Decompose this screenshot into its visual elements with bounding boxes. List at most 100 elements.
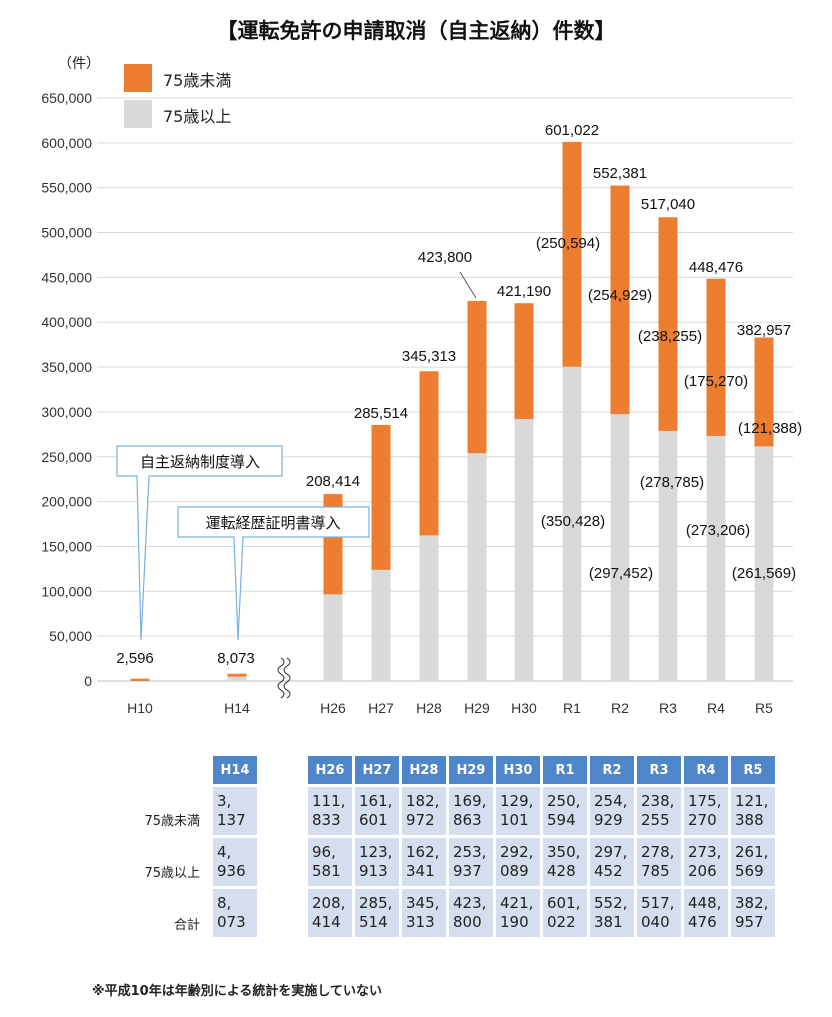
table-cell: 129, 101 — [496, 787, 540, 835]
data-label-over75: (278,785) — [640, 474, 704, 491]
x-tick-label: H14 — [224, 700, 250, 716]
table-header-h30: H30 — [496, 756, 540, 784]
table-cell: 292, 089 — [496, 838, 540, 886]
legend-swatch-under75 — [124, 64, 152, 92]
table-header-h26: H26 — [308, 756, 352, 784]
table-header-h28: H28 — [402, 756, 446, 784]
callout-label-keireki-shomei: 運転経歴証明書導入 — [205, 514, 340, 532]
y-tick-label: 350,000 — [41, 359, 92, 375]
y-tick-label: 200,000 — [41, 494, 92, 510]
table-header-r3: R3 — [637, 756, 681, 784]
table-row: 111, 833 161, 601 182, 972 169, 863 129, 101… — [308, 787, 775, 835]
table-cell: 448, 476 — [684, 889, 728, 937]
table-row-label-under75: 75歳未満 — [144, 814, 200, 829]
table-cell: 4, 936 — [213, 838, 257, 886]
table-row: 96, 581 123, 913 162, 341 253, 937 292, 089 3… — [308, 838, 775, 886]
y-tick-label: 0 — [84, 673, 92, 689]
y-axis-unit-label: （件） — [58, 56, 100, 72]
x-tick-label: R4 — [707, 700, 725, 716]
y-tick-label: 450,000 — [41, 269, 92, 285]
data-label-under75: (250,594) — [536, 235, 600, 252]
leader-line — [459, 271, 477, 299]
bar-under-75 — [130, 678, 150, 681]
bar-under-75 — [754, 337, 774, 447]
bar-under-75 — [419, 371, 439, 536]
chart-title: 【運転免許の申請取消（自主返納）件数】 — [217, 19, 616, 43]
bar-under-75 — [227, 673, 247, 677]
bar-chart: 【運転免許の申請取消（自主返納）件数】 （件） 0 50,000 100,000 150,… — [41, 19, 802, 716]
data-label-under75: (254,929) — [588, 287, 652, 304]
table-cell: 382, 957 — [731, 889, 775, 937]
table-cell: 297, 452 — [590, 838, 634, 886]
table-row: 208, 414 285, 514 345, 313 423, 800 421, 190… — [308, 889, 775, 937]
table-header-r4: R4 — [684, 756, 728, 784]
table-cell: 421, 190 — [496, 889, 540, 937]
x-tick-label: H30 — [511, 700, 537, 716]
bar-75-and-over — [323, 594, 343, 681]
data-table-main: H26 H27 H28 H29 H30 R1 R2 R3 R4 R5 111, 833 161, 6… — [305, 753, 778, 940]
table-cell: 161, 601 — [355, 787, 399, 835]
data-label-total: 423,800 — [418, 249, 472, 266]
data-label-total: 382,957 — [737, 322, 791, 339]
table-cell: 517, 040 — [637, 889, 681, 937]
legend-swatch-over75 — [124, 100, 152, 128]
y-tick-label: 150,000 — [41, 538, 92, 554]
table-header-h14: H14 — [213, 756, 257, 784]
table-cell: 8, 073 — [213, 889, 257, 937]
table-header-h29: H29 — [449, 756, 493, 784]
y-tick-label: 400,000 — [41, 314, 92, 330]
bar-75-and-over — [562, 366, 582, 681]
table-header-row: H26 H27 H28 H29 H30 R1 R2 R3 R4 R5 — [308, 756, 775, 784]
bar-75-and-over — [227, 676, 247, 681]
table-cell: 111, 833 — [308, 787, 352, 835]
table-cell: 169, 863 — [449, 787, 493, 835]
table-cell: 253, 937 — [449, 838, 493, 886]
data-label-total: 601,022 — [545, 122, 599, 139]
table-row-label-over75: 75歳以上 — [144, 866, 200, 881]
data-label-under75: (238,255) — [638, 328, 702, 345]
table-cell: 96, 581 — [308, 838, 352, 886]
bar-75-and-over — [754, 446, 774, 681]
bar-75-and-over — [467, 453, 487, 681]
data-label-total: 421,190 — [497, 283, 551, 300]
table-cell: 278, 785 — [637, 838, 681, 886]
data-label-over75: (350,428) — [541, 513, 605, 530]
table-cell: 208, 414 — [308, 889, 352, 937]
data-label-under75: (121,388) — [738, 420, 802, 437]
table-cell: 285, 514 — [355, 889, 399, 937]
y-tick-label: 100,000 — [41, 583, 92, 599]
x-tick-label: H29 — [464, 700, 490, 716]
data-label-under75: (175,270) — [684, 373, 748, 390]
data-label-total: 8,073 — [217, 650, 255, 667]
bar-75-and-over — [371, 569, 391, 681]
bar-under-75 — [371, 424, 391, 570]
table-header-r1: R1 — [543, 756, 587, 784]
x-tick-label: H27 — [368, 700, 394, 716]
y-tick-label: 300,000 — [41, 404, 92, 420]
bar-under-75 — [658, 217, 678, 431]
table-row-label-total: 合計 — [173, 918, 200, 933]
table-header-r2: R2 — [590, 756, 634, 784]
data-label-over75: (261,569) — [732, 565, 796, 582]
y-tick-label: 550,000 — [41, 180, 92, 196]
y-tick-label: 600,000 — [41, 135, 92, 151]
data-label-total: 208,414 — [306, 473, 360, 490]
x-tick-label: H10 — [127, 700, 153, 716]
x-tick-label: R1 — [563, 700, 581, 716]
callout-box-jishu-henno — [116, 445, 283, 641]
table-cell: 261, 569 — [731, 838, 775, 886]
bar-75-and-over — [706, 435, 726, 681]
data-label-total: 517,040 — [641, 196, 695, 213]
table-header-r5: R5 — [731, 756, 775, 784]
table-cell: 250, 594 — [543, 787, 587, 835]
x-tick-label: R2 — [611, 700, 629, 716]
legend-label-over75: 75歳以上 — [163, 107, 231, 126]
data-label-total: 552,381 — [593, 165, 647, 182]
callout-label-jishu-henno: 自主返納制度導入 — [140, 453, 260, 471]
table-cell: 121, 388 — [731, 787, 775, 835]
table-cell: 254, 929 — [590, 787, 634, 835]
data-label-total: 285,514 — [354, 405, 408, 422]
data-table-h14: H14 3, 137 4, 936 8, 073 — [210, 753, 260, 940]
axis-break-icon — [277, 657, 291, 699]
y-tick-label: 50,000 — [49, 628, 92, 644]
